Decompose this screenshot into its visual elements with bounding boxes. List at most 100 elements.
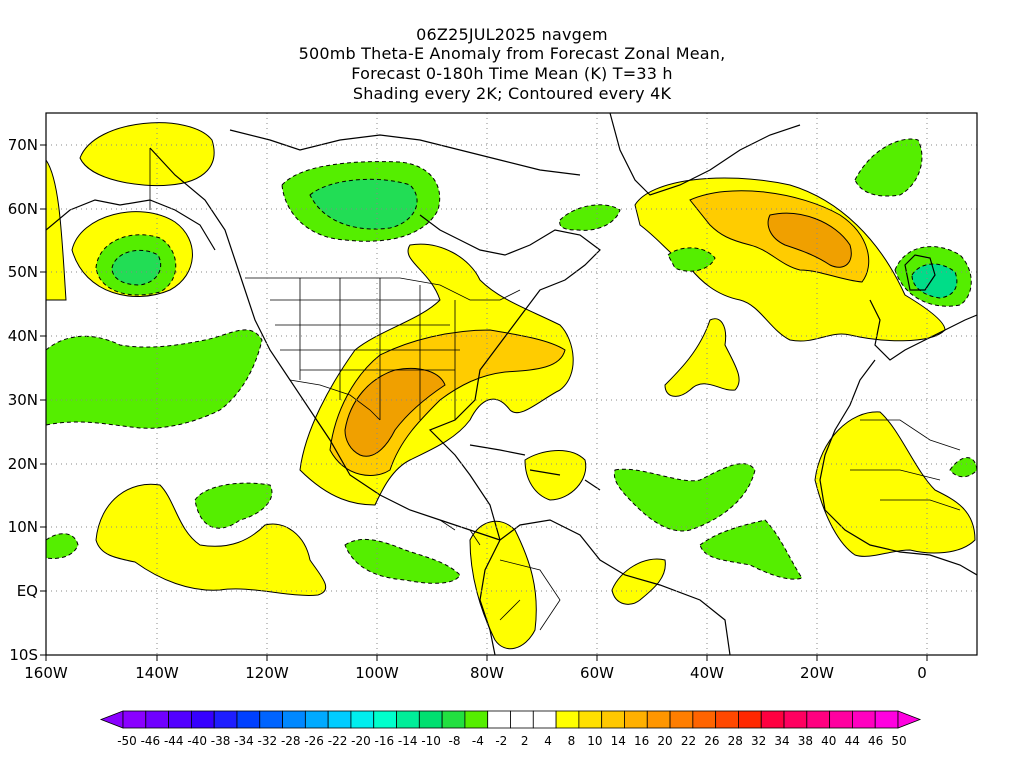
coastline-alaska — [46, 199, 216, 251]
colorbar-swatch — [532, 710, 557, 729]
coastline-north-america-east — [419, 214, 601, 541]
colorbar-label: 50 — [891, 734, 906, 748]
lon-label: 0 — [917, 664, 927, 682]
lon-label: 160W — [24, 664, 68, 682]
colorbar-swatch — [874, 710, 899, 729]
colorbar-label: 4 — [544, 734, 552, 748]
colorbar-swatch — [327, 710, 352, 729]
colorbar-label: -8 — [449, 734, 461, 748]
colorbar-label: 28 — [728, 734, 743, 748]
graticule — [46, 113, 977, 655]
colorbar-swatch — [418, 710, 443, 729]
colorbar-label: 14 — [611, 734, 626, 748]
colorbar-swatch — [190, 710, 215, 729]
lon-label: 20W — [800, 664, 834, 682]
colorbar-swatch — [806, 710, 831, 729]
colorbar-label: -50 — [117, 734, 137, 748]
border-us-states — [270, 278, 460, 420]
colorbar-label: 10 — [587, 734, 602, 748]
coastline-south-america-west — [479, 539, 501, 655]
colorbar-swatch — [122, 710, 147, 729]
lon-label: 100W — [355, 664, 399, 682]
colorbar-label: -2 — [495, 734, 507, 748]
colorbar-label: -4 — [472, 734, 484, 748]
colorbar-swatch — [669, 710, 694, 729]
warm-region-south-atlantic — [611, 558, 666, 605]
coastline-africa — [819, 359, 977, 576]
colorbar-label: 40 — [821, 734, 836, 748]
colorbar-label: 32 — [751, 734, 766, 748]
colorbar-label: 38 — [798, 734, 813, 748]
colorbar-label: -16 — [375, 734, 395, 748]
lon-label: 140W — [135, 664, 179, 682]
colorbar-swatch — [646, 710, 671, 729]
colorbar-label: 34 — [774, 734, 789, 748]
warm-region-west-africa — [814, 411, 976, 557]
colorbar-swatch — [601, 710, 625, 729]
colorbar-label: 20 — [657, 734, 672, 748]
colorbar-label: -26 — [304, 734, 324, 748]
lat-label: 50N — [8, 263, 38, 281]
cool-region-hudson-bay-core — [309, 178, 418, 230]
colorbar-swatch — [145, 710, 169, 729]
colorbar-swatch — [396, 710, 420, 729]
colorbar-label: -46 — [141, 734, 161, 748]
colorbar-label: 2 — [521, 734, 529, 748]
cool-region-gulf-of-alaska-core — [111, 250, 162, 286]
warm-anomaly-regions — [46, 122, 976, 650]
cool-region-mid-atlantic — [667, 247, 716, 272]
latitude-labels: 70N 60N 50N 40N 30N 20N 10N EQ 10S — [8, 136, 38, 664]
colorbar-swatch — [715, 710, 739, 729]
warm-region-east-atlantic-tongue — [664, 318, 740, 397]
title-line-2: 500mb Theta-E Anomaly from Forecast Zona… — [298, 44, 726, 63]
colorbar-label: -22 — [328, 734, 348, 748]
colorbar-swatch — [213, 710, 238, 729]
colorbar-swatch — [464, 710, 489, 729]
colorbar-swatch — [555, 710, 580, 729]
colorbar-swatch — [350, 710, 375, 729]
lon-label: 60W — [580, 664, 614, 682]
lat-label: EQ — [17, 582, 38, 600]
lat-label: 70N — [8, 136, 38, 154]
colorbar-label: -28 — [281, 734, 301, 748]
coastline-south-america — [499, 519, 731, 655]
colorbar-label: -32 — [258, 734, 278, 748]
colorbar-label: -34 — [234, 734, 254, 748]
cool-region-east-pacific — [46, 329, 263, 429]
title-line-3: Forecast 0-180h Time Mean (K) T=33 h — [351, 64, 673, 83]
longitude-labels: 160W 140W 120W 100W 80W 60W 40W 20W 0 — [24, 664, 927, 682]
colorbar-arrow-high — [897, 710, 922, 729]
colorbar-label: 26 — [704, 734, 719, 748]
colorbar-swatch — [236, 710, 261, 729]
cool-region-greenland-east — [854, 138, 923, 197]
map-content — [46, 113, 977, 655]
cool-region-central-atlantic — [613, 463, 756, 532]
warm-region-west-edge — [46, 159, 67, 301]
axis-ticks — [40, 144, 928, 661]
coastline-greenland — [609, 113, 801, 196]
colorbar-label: 8 — [568, 734, 576, 748]
border-us-mexico — [289, 379, 381, 421]
colorbar-label: 22 — [681, 734, 696, 748]
cool-region-tropical-pacific — [344, 538, 461, 584]
colorbar-swatch — [282, 710, 306, 729]
warm-region-tropical-pacific — [95, 483, 327, 596]
colorbar-swatch — [441, 710, 466, 729]
colorbar-label: 44 — [845, 734, 860, 748]
title-line-1: 06Z25JUL2025 navgem — [416, 25, 608, 44]
coastline-british-isles — [904, 254, 936, 291]
cool-region-east-edge-africa — [949, 457, 977, 478]
colorbar-label: -14 — [398, 734, 418, 748]
political-boundaries — [149, 148, 961, 631]
colorbar-label: 16 — [634, 734, 649, 748]
cool-region-central-canada — [559, 204, 621, 231]
colorbar-label: -44 — [164, 734, 184, 748]
map-frame — [45, 112, 978, 656]
border-us-canada — [245, 277, 521, 301]
lat-label: 10N — [8, 518, 38, 536]
colorbar-swatch — [852, 710, 876, 729]
colorbar-swatch — [624, 710, 648, 729]
colorbar-swatch — [738, 710, 762, 729]
colorbar-swatch — [829, 710, 853, 729]
colorbar-swatch — [783, 710, 808, 729]
